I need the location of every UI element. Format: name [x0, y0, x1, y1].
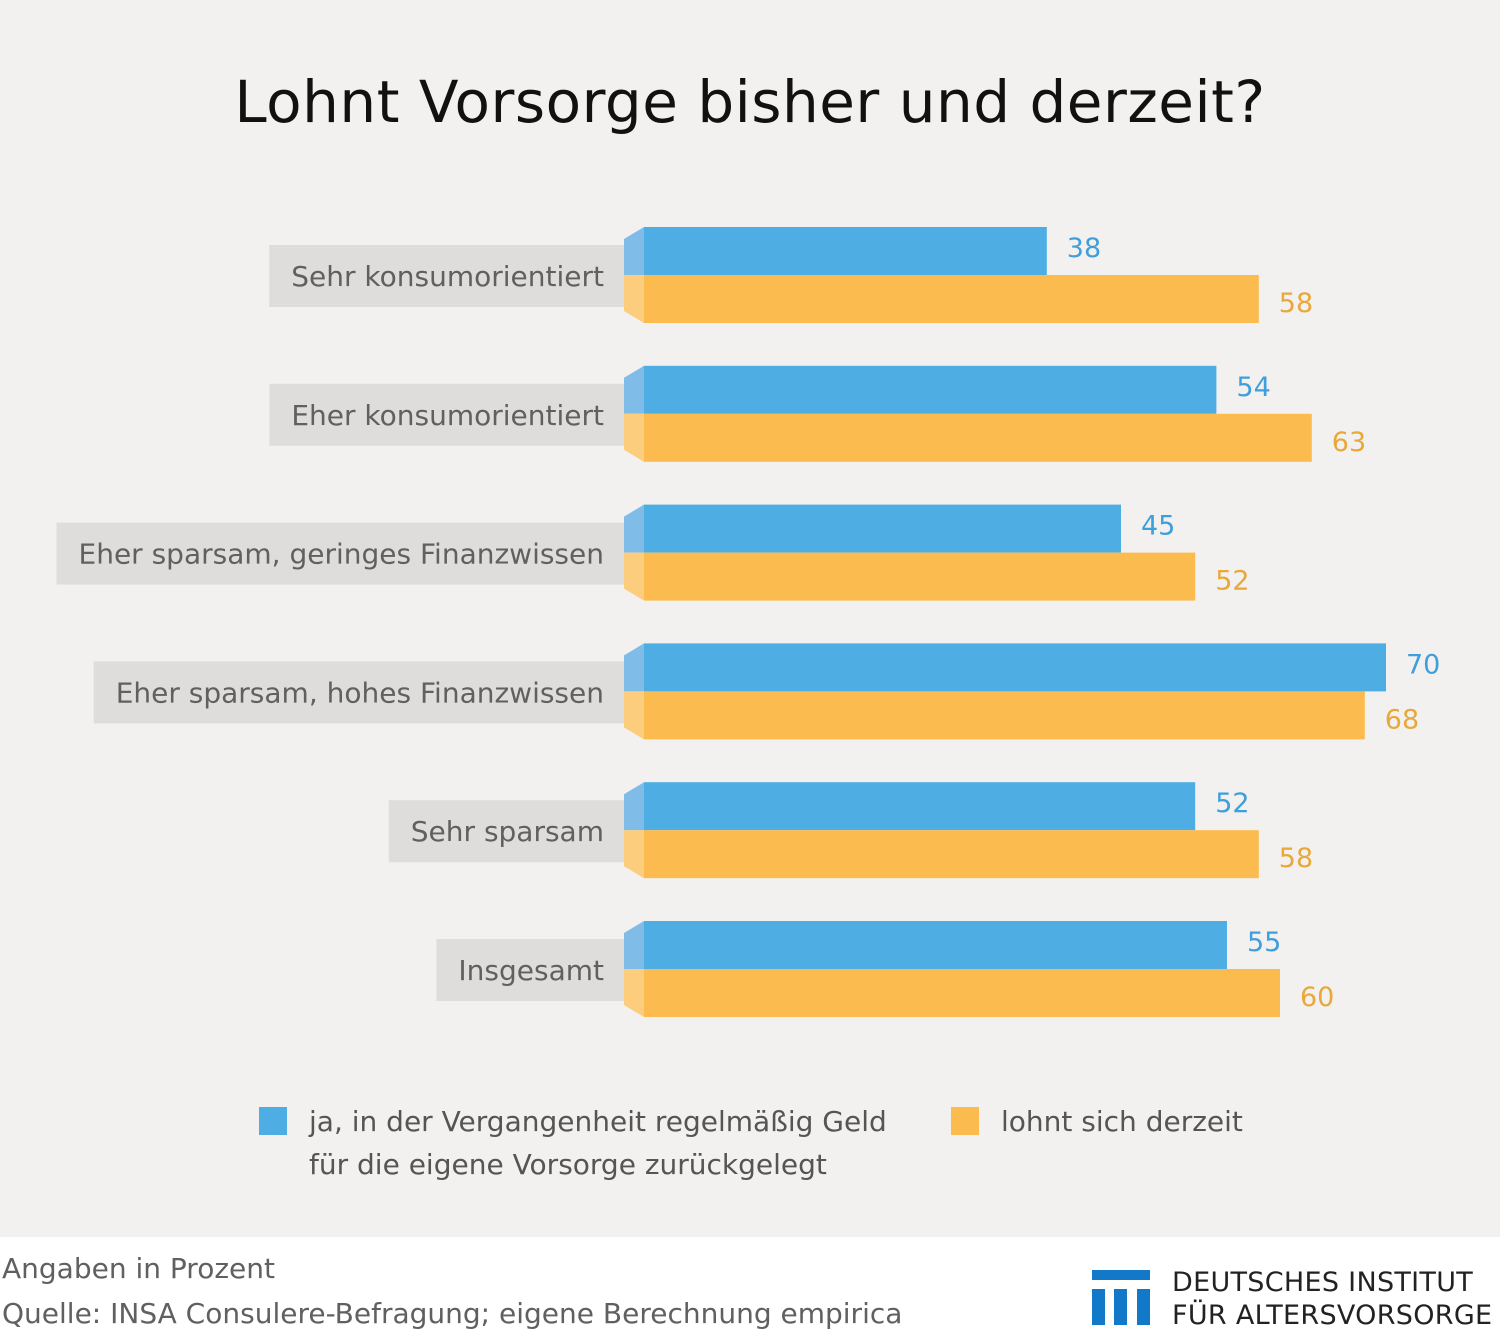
value-label-past-savings: 55: [1247, 927, 1281, 958]
value-label-past-savings: 52: [1215, 788, 1249, 819]
bar-bevel-blue: [624, 643, 644, 692]
logo-line1: DEUTSCHES INSTITUT: [1172, 1267, 1474, 1298]
legend-label-past-savings: ja, in der Vergangenheit regelmäßig Geld…: [309, 1100, 887, 1186]
bar-past-savings: [644, 227, 1047, 275]
chart-area: Lohnt Vorsorge bisher und derzeit? Sehr …: [0, 0, 1500, 1237]
bar-bevel-orange: [624, 969, 644, 1017]
category-label: Sehr konsumorientiert: [291, 260, 604, 293]
value-label-past-savings: 54: [1236, 372, 1270, 403]
bar-worth-now: [644, 275, 1259, 323]
bar-group: Eher sparsam, geringes Finanzwissen 45 52: [56, 504, 1250, 601]
category-label-box: [56, 522, 624, 585]
value-label-worth-now: 68: [1385, 704, 1419, 735]
legend: ja, in der Vergangenheit regelmäßig Geld…: [259, 1100, 1243, 1186]
institute-logo: DEUTSCHES INSTITUT FÜR ALTERSVORSORGE: [1092, 1266, 1500, 1331]
bar-worth-now: [644, 969, 1280, 1017]
legend-label-line2: für die eigene Vorsorge zurückgelegt: [309, 1148, 827, 1181]
value-label-worth-now: 58: [1279, 843, 1313, 874]
bar-group: Eher konsumorientiert 54 63: [269, 365, 1366, 462]
value-label-worth-now: 60: [1300, 982, 1334, 1013]
bar-bevel-blue: [624, 921, 644, 969]
value-label-worth-now: 63: [1332, 427, 1366, 458]
category-label: Insgesamt: [458, 954, 604, 987]
legend-label-line1: ja, in der Vergangenheit regelmäßig Geld: [309, 1105, 887, 1138]
legend-label-worth-now: lohnt sich derzeit: [1001, 1105, 1243, 1138]
bar-group: Insgesamt 55 60: [436, 921, 1334, 1017]
chart-title: Lohnt Vorsorge bisher und derzeit?: [234, 68, 1266, 136]
bar-group: Sehr sparsam 52 58: [388, 782, 1313, 879]
legend-swatch-blue: [259, 1107, 287, 1135]
category-label-box: [269, 245, 624, 307]
bar-past-savings: [644, 643, 1386, 692]
value-label-past-savings: 70: [1406, 649, 1440, 680]
bar-group: Eher sparsam, hohes Finanzwissen 70 68: [93, 643, 1440, 740]
bar-bevel-orange: [624, 413, 644, 462]
category-label-box: [93, 661, 624, 724]
bar-worth-now: [644, 552, 1196, 601]
category-label: Eher sparsam, hohes Finanzwissen: [116, 676, 604, 709]
bar-bevel-orange: [624, 552, 644, 601]
footer-note: Angaben in Prozent: [2, 1252, 275, 1285]
bar-bevel-orange: [624, 691, 644, 740]
value-label-past-savings: 45: [1141, 511, 1175, 542]
category-label-box: [269, 383, 624, 446]
value-label-worth-now: 52: [1215, 566, 1249, 597]
bar-bevel-blue: [624, 227, 644, 275]
logo-icon: [1092, 1266, 1150, 1328]
footer-source: Quelle: INSA Consulere-Befragung; eigene…: [2, 1297, 903, 1330]
category-label: Sehr sparsam: [411, 815, 604, 848]
legend-swatch-orange: [951, 1107, 979, 1135]
category-label: Eher sparsam, geringes Finanzwissen: [79, 538, 604, 571]
value-label-worth-now: 58: [1279, 288, 1313, 319]
logo-text: DEUTSCHES INSTITUT FÜR ALTERSVORSORGE: [1172, 1266, 1492, 1332]
bar-bevel-blue: [624, 365, 644, 414]
category-label: Eher konsumorientiert: [291, 399, 604, 432]
bar-chart: Sehr konsumorientiert 38 58 Eher konsumorie…: [56, 227, 1440, 1017]
bar-bevel-blue: [624, 782, 644, 831]
bar-worth-now: [644, 691, 1365, 740]
bar-past-savings: [644, 365, 1217, 414]
bar-past-savings: [644, 921, 1227, 969]
bar-past-savings: [644, 782, 1196, 831]
bar-worth-now: [644, 830, 1259, 879]
bar-bevel-blue: [624, 504, 644, 553]
bar-bevel-orange: [624, 275, 644, 323]
category-label-box: [388, 800, 624, 863]
bar-bevel-orange: [624, 830, 644, 879]
bar-group: Sehr konsumorientiert 38 58: [269, 227, 1313, 323]
bar-worth-now: [644, 413, 1312, 462]
value-label-past-savings: 38: [1067, 233, 1101, 264]
bar-past-savings: [644, 504, 1121, 553]
logo-line2: FÜR ALTERSVORSORGE: [1172, 1300, 1493, 1331]
category-label-box: [436, 939, 624, 1001]
